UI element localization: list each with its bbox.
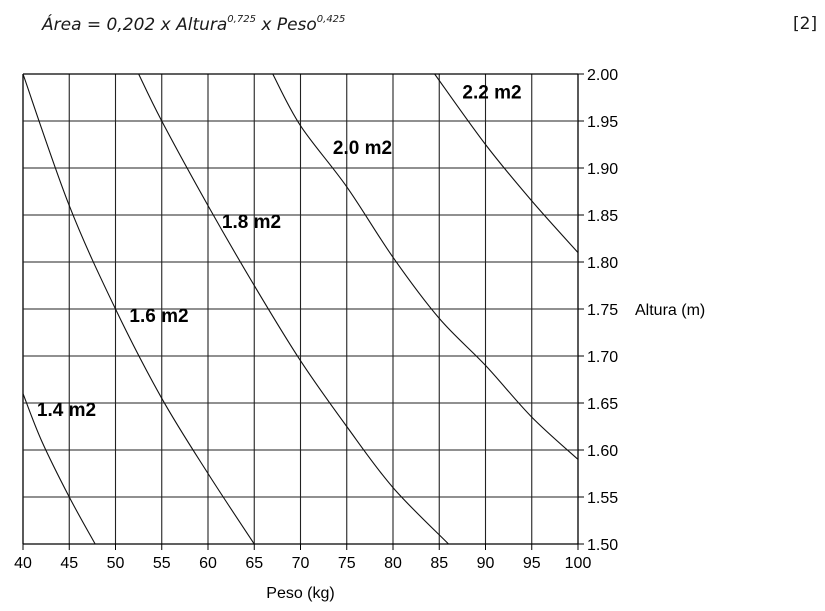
iso-area-curve bbox=[138, 74, 449, 544]
x-tick-label: 95 bbox=[523, 555, 541, 572]
y-tick-label: 1.55 bbox=[587, 490, 618, 507]
y-tick-label: 1.65 bbox=[587, 396, 618, 413]
x-tick-label: 60 bbox=[199, 555, 217, 572]
x-tick-label: 55 bbox=[153, 555, 171, 572]
formula-times: x bbox=[255, 15, 277, 35]
reference-number: [2] bbox=[793, 14, 818, 34]
formula-height-exp: 0,725 bbox=[227, 14, 256, 25]
iso-area-curve bbox=[434, 74, 578, 253]
y-tick-label: 1.90 bbox=[587, 161, 618, 178]
iso-area-curve bbox=[272, 74, 578, 460]
x-axis-title: Peso (kg) bbox=[266, 585, 334, 602]
iso-area-curve bbox=[23, 393, 96, 544]
y-tick-label: 1.75 bbox=[587, 302, 618, 319]
x-tick-label: 80 bbox=[384, 555, 402, 572]
curve-label: 1.4 m2 bbox=[37, 400, 96, 421]
curve-label: 1.6 m2 bbox=[129, 306, 188, 327]
grid bbox=[22, 73, 584, 550]
y-tick-label: 1.60 bbox=[587, 443, 618, 460]
y-axis-title: Altura (m) bbox=[635, 302, 705, 319]
x-tick-label: 100 bbox=[565, 555, 592, 572]
x-tick-label: 90 bbox=[477, 555, 495, 572]
formula-eq: = 0,202 x bbox=[81, 15, 177, 35]
formula-height: Altura bbox=[176, 15, 228, 35]
formula: Área = 0,202 x Altura0,725 x Peso0,425 bbox=[42, 14, 345, 35]
x-tick-label: 70 bbox=[292, 555, 310, 572]
x-tick-label: 65 bbox=[245, 555, 263, 572]
y-tick-label: 1.85 bbox=[587, 208, 618, 225]
curve-label: 2.2 m2 bbox=[462, 82, 521, 103]
x-tick-label: 85 bbox=[430, 555, 448, 572]
y-tick-label: 1.70 bbox=[587, 349, 618, 366]
y-tick-label: 1.80 bbox=[587, 255, 618, 272]
x-tick-label: 45 bbox=[60, 555, 78, 572]
y-tick-label: 1.95 bbox=[587, 114, 618, 131]
y-tick-label: 2.00 bbox=[587, 67, 618, 84]
formula-weight-exp: 0,425 bbox=[316, 14, 346, 25]
x-tick-label: 50 bbox=[107, 555, 125, 572]
formula-area: Área bbox=[42, 15, 82, 35]
curve-labels: 1.4 m2 1.6 m2 1.8 m2 2.0 m2 2.2 m2 bbox=[37, 82, 522, 421]
x-tick-label: 75 bbox=[338, 555, 356, 572]
iso-area-curves bbox=[23, 74, 578, 544]
curve-label: 1.8 m2 bbox=[222, 212, 281, 233]
curve-label: 2.0 m2 bbox=[333, 138, 392, 159]
formula-weight: Peso bbox=[276, 15, 317, 35]
x-tick-label: 40 bbox=[14, 555, 32, 572]
y-tick-label: 1.50 bbox=[587, 537, 618, 554]
iso-area-curve bbox=[23, 74, 255, 544]
